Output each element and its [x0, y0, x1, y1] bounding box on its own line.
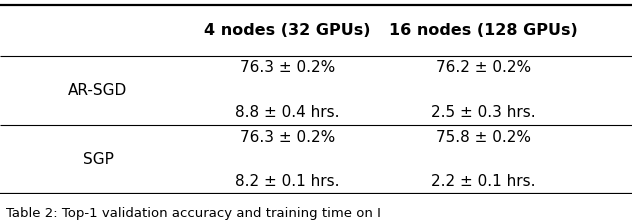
Text: 76.2 ± 0.2%: 76.2 ± 0.2% [436, 60, 531, 75]
Text: 4 nodes (32 GPUs): 4 nodes (32 GPUs) [204, 22, 371, 37]
Text: 75.8 ± 0.2%: 75.8 ± 0.2% [436, 130, 531, 145]
Text: Table 2: Top-1 validation accuracy and training time on I: Table 2: Top-1 validation accuracy and t… [6, 207, 381, 220]
Text: 2.2 ± 0.1 hrs.: 2.2 ± 0.1 hrs. [431, 174, 536, 189]
Text: AR-SGD: AR-SGD [68, 82, 128, 97]
Text: 8.2 ± 0.1 hrs.: 8.2 ± 0.1 hrs. [235, 174, 340, 189]
Text: 2.5 ± 0.3 hrs.: 2.5 ± 0.3 hrs. [431, 105, 536, 120]
Text: 76.3 ± 0.2%: 76.3 ± 0.2% [240, 60, 335, 75]
Text: 76.3 ± 0.2%: 76.3 ± 0.2% [240, 130, 335, 145]
Text: 8.8 ± 0.4 hrs.: 8.8 ± 0.4 hrs. [235, 105, 340, 120]
Text: 16 nodes (128 GPUs): 16 nodes (128 GPUs) [389, 22, 578, 37]
Text: SGP: SGP [83, 152, 113, 167]
